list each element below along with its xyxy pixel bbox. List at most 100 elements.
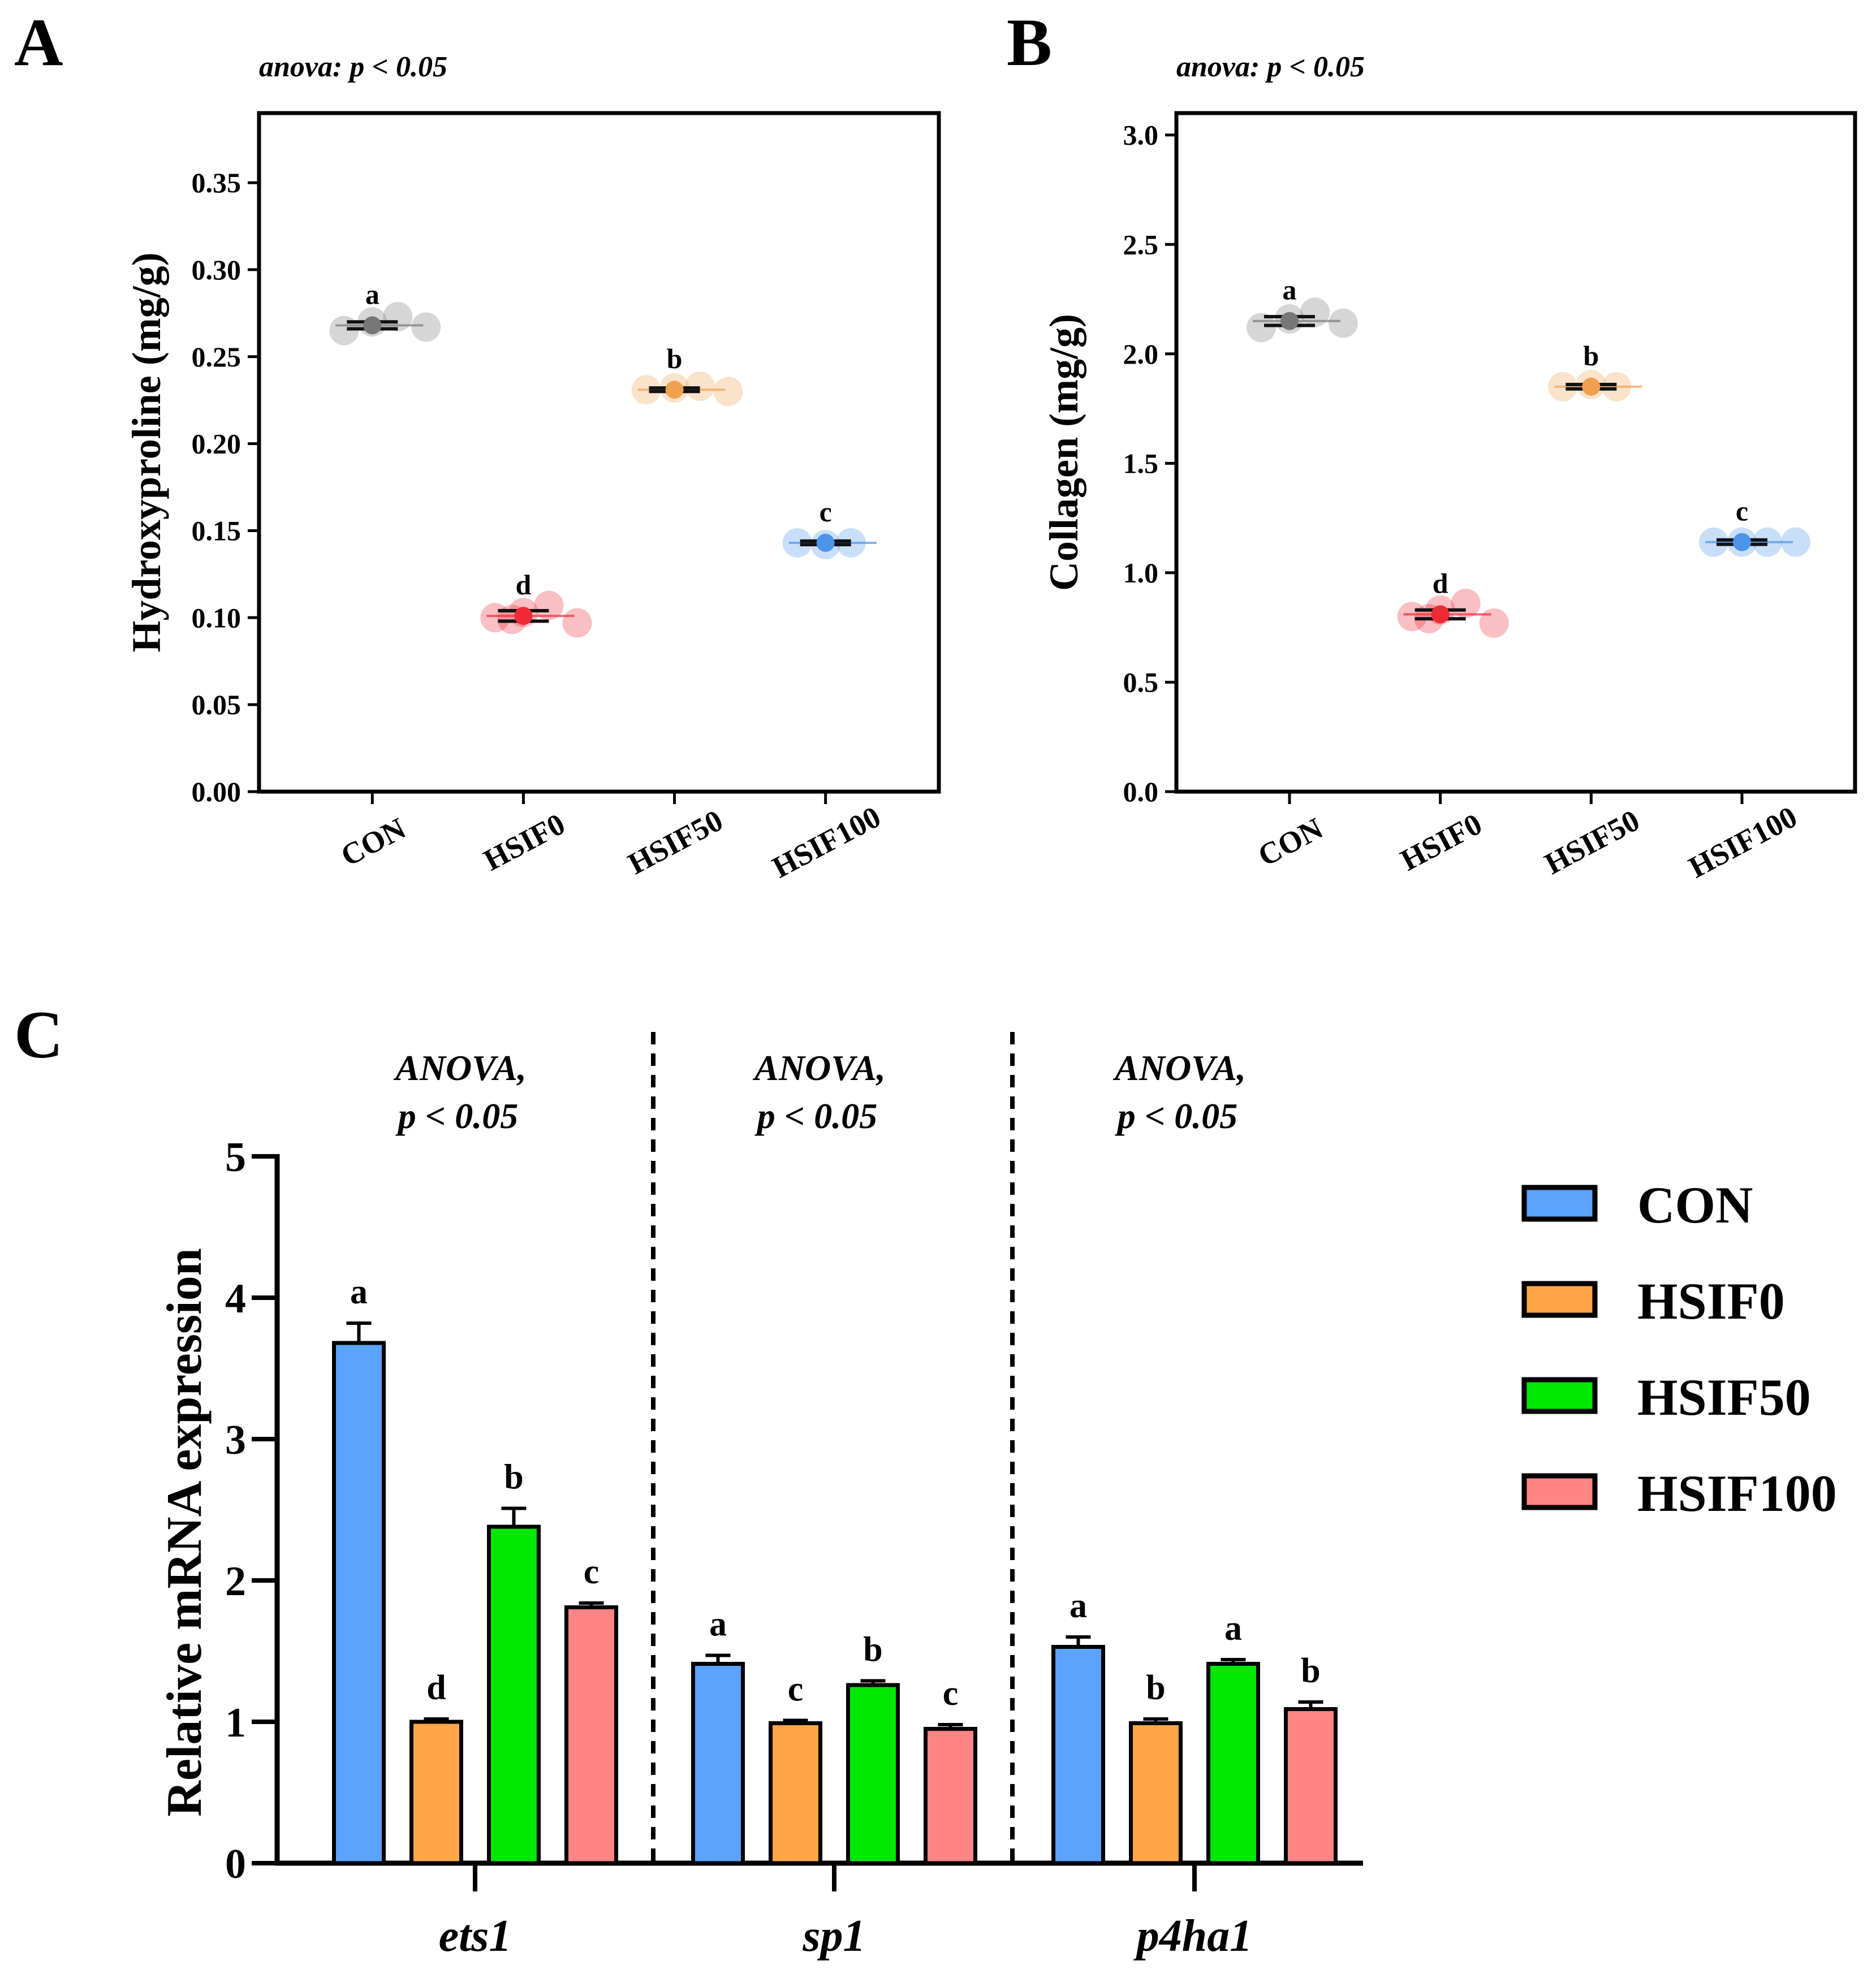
anova-line-1: ANOVA,: [393, 1048, 527, 1088]
significance-letter: d: [1433, 567, 1448, 599]
significance-letter: c: [820, 496, 832, 528]
plot-frame: [257, 111, 941, 794]
x-category-label: HSIF0: [1395, 807, 1487, 878]
mean-point: [514, 607, 533, 625]
bar-sp1-hsif100: [924, 1727, 977, 1865]
bar-p4ha1-con: [1051, 1645, 1105, 1865]
legend-swatch-hsif0: [1521, 1281, 1598, 1318]
significance-letter: b: [1146, 1669, 1165, 1707]
significance-letter: a: [1069, 1587, 1087, 1625]
significance-letter: c: [788, 1670, 804, 1709]
data-point: [411, 312, 441, 342]
significance-letter: c: [943, 1674, 959, 1713]
legend-swatch-con: [1521, 1185, 1598, 1222]
y-tick-label: 0.10: [192, 602, 241, 633]
data-point: [383, 302, 413, 331]
data-point: [534, 590, 564, 620]
y-axis-label: Hydroxyproline (mg/g): [124, 252, 169, 652]
panel-b-scatter: anova: p < 0.05 0.0 0.5 1.0 1.5 2.0 2.5 3.0 Coll…: [1041, 51, 1857, 884]
legend-swatch-hsif50: [1521, 1377, 1598, 1414]
significance-letter: a: [1283, 274, 1297, 306]
bar-p4ha1-hsif50: [1206, 1662, 1260, 1865]
gene-label: p4ha1: [1133, 1911, 1253, 1961]
y-axis-label: Relative mRNA expression: [157, 1248, 212, 1816]
significance-letter: a: [1224, 1609, 1242, 1648]
anova-line-2: p < 0.05: [754, 1096, 877, 1136]
data-point: [713, 377, 743, 407]
bar-sp1-con: [691, 1662, 745, 1865]
legend-label: HSIF50: [1637, 1368, 1811, 1426]
panel-a-scatter: anova: p < 0.05 0.00 0.05 0.10 0.15 0.20 0.25 0…: [124, 51, 941, 884]
mean-point: [1431, 605, 1450, 624]
y-tick-label: 0.25: [192, 341, 241, 373]
anova-line-1: ANOVA,: [752, 1048, 886, 1088]
data-point: [685, 372, 715, 401]
y-tick-label: 2.5: [1123, 228, 1159, 260]
bar-sp1-hsif50: [846, 1683, 900, 1865]
panel-c-legend: CON HSIF0 HSIF50 HSIF100: [1521, 1176, 1837, 1522]
x-category-label: HSIF0: [478, 807, 570, 878]
bar-ets1-hsif50: [487, 1524, 541, 1865]
significance-letter: b: [504, 1458, 523, 1497]
data-point: [1300, 297, 1330, 327]
legend-label: CON: [1637, 1176, 1753, 1234]
anova-line-1: ANOVA,: [1112, 1048, 1246, 1088]
bar-p4ha1-hsif100: [1284, 1707, 1338, 1865]
gene-label: sp1: [802, 1911, 865, 1961]
y-tick-label: 0.35: [192, 167, 241, 198]
y-tick-label: 0.05: [192, 689, 241, 720]
mean-point: [1582, 377, 1601, 396]
y-tick-label: 1.5: [1123, 447, 1159, 479]
data-point: [562, 608, 592, 638]
significance-letter: b: [863, 1631, 882, 1669]
y-tick-label: 5: [225, 1134, 246, 1181]
panel-label-b: B: [1007, 5, 1052, 80]
anova-line-2: p < 0.05: [1115, 1096, 1237, 1136]
y-tick-label: 0.5: [1123, 666, 1159, 698]
y-tick-label: 0: [225, 1841, 246, 1887]
panel-label-a: A: [14, 5, 63, 80]
bar-sp1-hsif0: [769, 1721, 822, 1865]
y-tick-label: 3: [225, 1417, 246, 1463]
anova-annotation: anova: p < 0.05: [1176, 51, 1365, 83]
x-category-label: HSIF50: [1539, 803, 1645, 881]
x-category-label: HSIF50: [623, 803, 728, 881]
significance-letter: a: [709, 1605, 727, 1644]
y-tick-label: 2.0: [1123, 338, 1159, 370]
x-category-label: CON: [1252, 811, 1328, 872]
bar-ets1-hsif0: [409, 1720, 463, 1865]
plot-frame: [1174, 111, 1857, 794]
y-tick-label: 1.0: [1123, 557, 1159, 589]
y-tick-label: 0.00: [192, 776, 241, 807]
x-category-label: CON: [335, 811, 411, 872]
significance-letter: d: [426, 1669, 446, 1707]
y-tick-label: 3.0: [1123, 119, 1159, 151]
panel-label-c: C: [14, 997, 63, 1072]
y-tick-label: 0.20: [192, 428, 241, 460]
mean-point: [1280, 312, 1299, 330]
y-tick-label: 0.0: [1123, 776, 1159, 807]
anova-line-2: p < 0.05: [395, 1096, 518, 1136]
data-point: [1479, 608, 1509, 638]
panel-c-bar-chart: 0 1 2 3 4 5 Relative mRNA expression ANOVA, p < …: [157, 1032, 1363, 1961]
legend-label: HSIF100: [1637, 1465, 1837, 1522]
significance-letter: c: [584, 1553, 600, 1591]
gene-label: ets1: [439, 1911, 512, 1961]
mean-point: [665, 381, 684, 399]
mean-point: [816, 534, 835, 552]
data-point: [1781, 527, 1810, 557]
bar-ets1-con: [332, 1341, 386, 1865]
x-category-label: HSIF100: [767, 800, 886, 884]
legend-swatch-hsif100: [1521, 1473, 1598, 1510]
y-tick-label: 0.30: [192, 254, 241, 286]
legend-label: HSIF0: [1637, 1272, 1785, 1330]
mean-point: [363, 316, 382, 335]
anova-annotation: anova: p < 0.05: [259, 51, 447, 83]
significance-letter: d: [516, 569, 532, 601]
x-category-label: HSIF100: [1683, 800, 1802, 884]
significance-letter: a: [365, 278, 379, 310]
y-axis-label: Collagen (mg/g): [1041, 314, 1086, 591]
significance-letter: b: [1301, 1652, 1320, 1690]
y-tick-label: 1: [225, 1700, 246, 1746]
